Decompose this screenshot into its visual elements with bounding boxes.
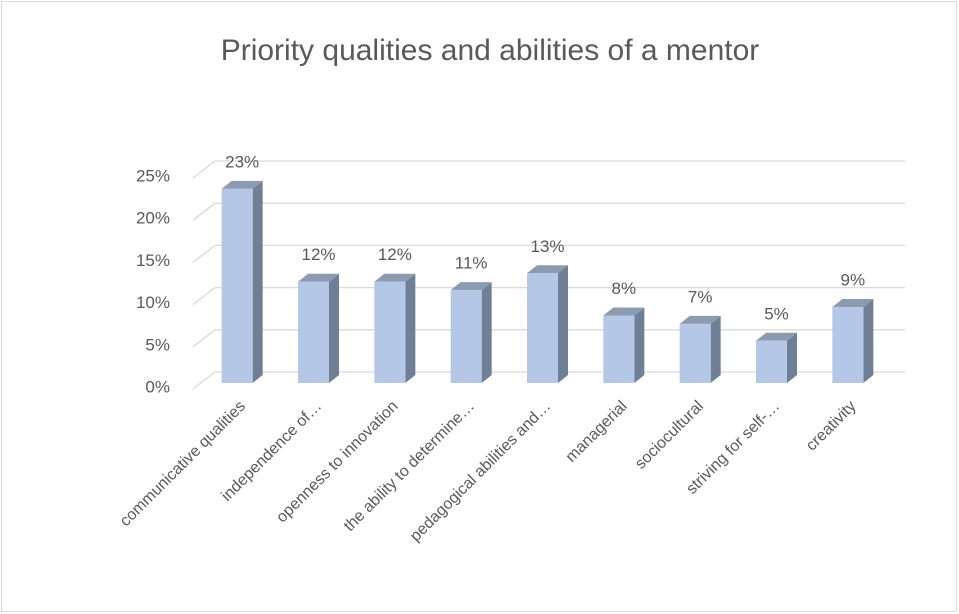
value-label: 12% — [301, 245, 335, 264]
y-tick-label: 10% — [136, 293, 170, 312]
bar — [450, 282, 492, 383]
value-label: 23% — [225, 152, 259, 171]
y-tick-label: 15% — [136, 251, 170, 270]
bar-face — [481, 282, 492, 383]
bar-face — [558, 265, 568, 383]
grid-line — [192, 244, 905, 263]
bar-face — [252, 180, 263, 383]
bar-face — [710, 315, 721, 383]
grid-line — [192, 160, 905, 179]
bar-face — [450, 282, 492, 291]
bar-face — [634, 307, 645, 383]
grid-line — [192, 371, 905, 390]
bar-face — [832, 299, 874, 308]
bar-face — [298, 281, 329, 383]
value-label: 12% — [378, 245, 412, 264]
bar-face — [603, 315, 635, 383]
bar-face — [329, 273, 339, 383]
bar-face — [603, 307, 645, 316]
bar-face — [450, 290, 482, 383]
bar-face — [679, 323, 711, 383]
grid-line — [192, 202, 905, 221]
bar — [527, 265, 568, 383]
bar — [603, 307, 645, 383]
value-label: 9% — [841, 271, 866, 290]
bar-face — [221, 188, 253, 383]
value-label: 5% — [764, 304, 789, 323]
bar-face — [298, 273, 339, 282]
bar-face — [756, 340, 787, 383]
bar-face — [679, 315, 721, 324]
bar — [221, 180, 263, 383]
chart-title: Priority qualities and abilities of a me… — [221, 34, 760, 67]
y-tick-label: 0% — [145, 377, 170, 396]
bar-face — [863, 299, 874, 383]
bar — [679, 315, 721, 383]
bar-face — [527, 273, 558, 383]
bar-face — [374, 281, 406, 383]
y-tick-label: 5% — [145, 335, 170, 354]
bar-face — [374, 273, 416, 282]
value-label: 7% — [688, 287, 713, 306]
value-label: 13% — [530, 237, 564, 256]
bar-face — [221, 180, 263, 189]
bar — [298, 273, 339, 383]
bar-face — [527, 265, 568, 274]
value-label: 8% — [612, 279, 637, 298]
bar-face — [405, 273, 416, 383]
bar-face — [832, 307, 864, 383]
bar — [756, 332, 797, 383]
bar — [832, 299, 874, 383]
bar-face — [756, 332, 797, 341]
y-tick-label: 20% — [136, 209, 170, 228]
grid-line — [192, 286, 905, 306]
bar — [374, 273, 416, 383]
value-label: 11% — [455, 254, 488, 273]
bar-face — [787, 332, 797, 383]
grid-line — [192, 329, 905, 348]
y-tick-label: 25% — [136, 166, 170, 185]
